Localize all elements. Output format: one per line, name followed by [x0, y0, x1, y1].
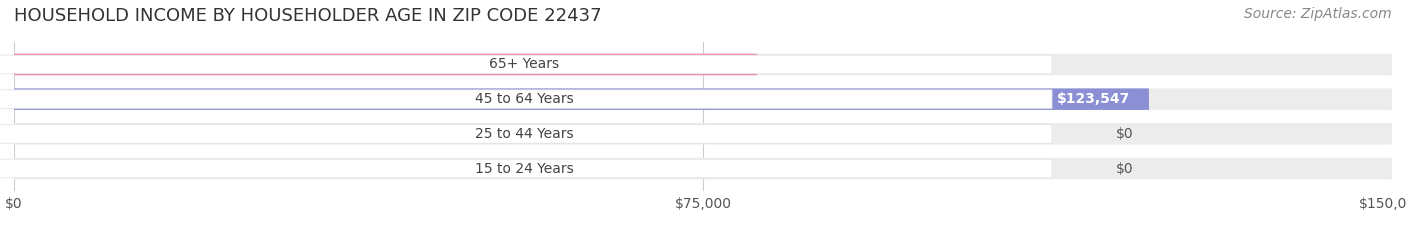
FancyBboxPatch shape — [14, 88, 1149, 110]
FancyBboxPatch shape — [0, 55, 1052, 74]
FancyBboxPatch shape — [14, 88, 1392, 110]
Text: Source: ZipAtlas.com: Source: ZipAtlas.com — [1244, 7, 1392, 21]
Text: $80,875: $80,875 — [675, 58, 738, 72]
Text: 25 to 44 Years: 25 to 44 Years — [475, 127, 574, 141]
FancyBboxPatch shape — [14, 54, 1392, 75]
FancyBboxPatch shape — [0, 90, 1052, 109]
Text: HOUSEHOLD INCOME BY HOUSEHOLDER AGE IN ZIP CODE 22437: HOUSEHOLD INCOME BY HOUSEHOLDER AGE IN Z… — [14, 7, 602, 25]
FancyBboxPatch shape — [14, 158, 1392, 179]
Text: 45 to 64 Years: 45 to 64 Years — [474, 92, 574, 106]
Text: 15 to 24 Years: 15 to 24 Years — [474, 161, 574, 175]
FancyBboxPatch shape — [0, 159, 1052, 178]
Text: $0: $0 — [1116, 161, 1135, 175]
Text: $0: $0 — [1116, 127, 1135, 141]
FancyBboxPatch shape — [0, 124, 1052, 143]
FancyBboxPatch shape — [14, 123, 1392, 145]
Text: $123,547: $123,547 — [1057, 92, 1130, 106]
Text: 65+ Years: 65+ Years — [489, 58, 560, 72]
FancyBboxPatch shape — [14, 54, 756, 75]
